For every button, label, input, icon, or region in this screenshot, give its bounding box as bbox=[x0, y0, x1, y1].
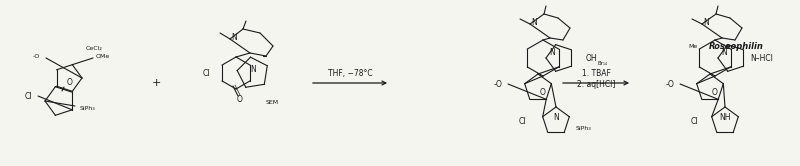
Text: OH: OH bbox=[586, 53, 598, 63]
Text: O: O bbox=[540, 87, 546, 96]
Text: SiPh₃: SiPh₃ bbox=[80, 107, 96, 112]
Text: N: N bbox=[549, 47, 555, 56]
Text: Me: Me bbox=[689, 43, 698, 48]
Text: O: O bbox=[712, 87, 718, 96]
Text: N–HCl: N–HCl bbox=[750, 53, 773, 63]
Text: N: N bbox=[231, 33, 237, 42]
Text: Cl: Cl bbox=[25, 91, 32, 100]
Text: O: O bbox=[237, 94, 243, 103]
Text: -O: -O bbox=[494, 80, 503, 88]
Text: -O: -O bbox=[33, 53, 40, 58]
Text: N: N bbox=[703, 17, 709, 27]
Text: +: + bbox=[152, 78, 162, 88]
Text: N: N bbox=[553, 113, 559, 122]
Text: Cl: Cl bbox=[518, 117, 526, 125]
Text: 2. aq[HCl]: 2. aq[HCl] bbox=[577, 80, 615, 88]
Text: N: N bbox=[721, 47, 727, 56]
Text: SEM: SEM bbox=[266, 100, 279, 106]
Text: NH: NH bbox=[719, 113, 730, 122]
Text: THF, −78°C: THF, −78°C bbox=[328, 69, 372, 78]
Text: Br₁₄: Br₁₄ bbox=[598, 60, 608, 66]
Text: OMe: OMe bbox=[96, 53, 110, 58]
Text: N: N bbox=[531, 17, 537, 27]
Text: Cl: Cl bbox=[202, 69, 210, 78]
Text: CeCl₂: CeCl₂ bbox=[86, 45, 103, 50]
Text: 1. TBAF: 1. TBAF bbox=[582, 69, 610, 78]
Text: -O: -O bbox=[666, 80, 675, 88]
Text: O: O bbox=[67, 78, 73, 86]
Text: SiPh₃: SiPh₃ bbox=[576, 125, 592, 130]
Text: Cl: Cl bbox=[690, 117, 698, 125]
Text: Roseophilin: Roseophilin bbox=[709, 42, 763, 51]
Text: N: N bbox=[250, 65, 256, 74]
